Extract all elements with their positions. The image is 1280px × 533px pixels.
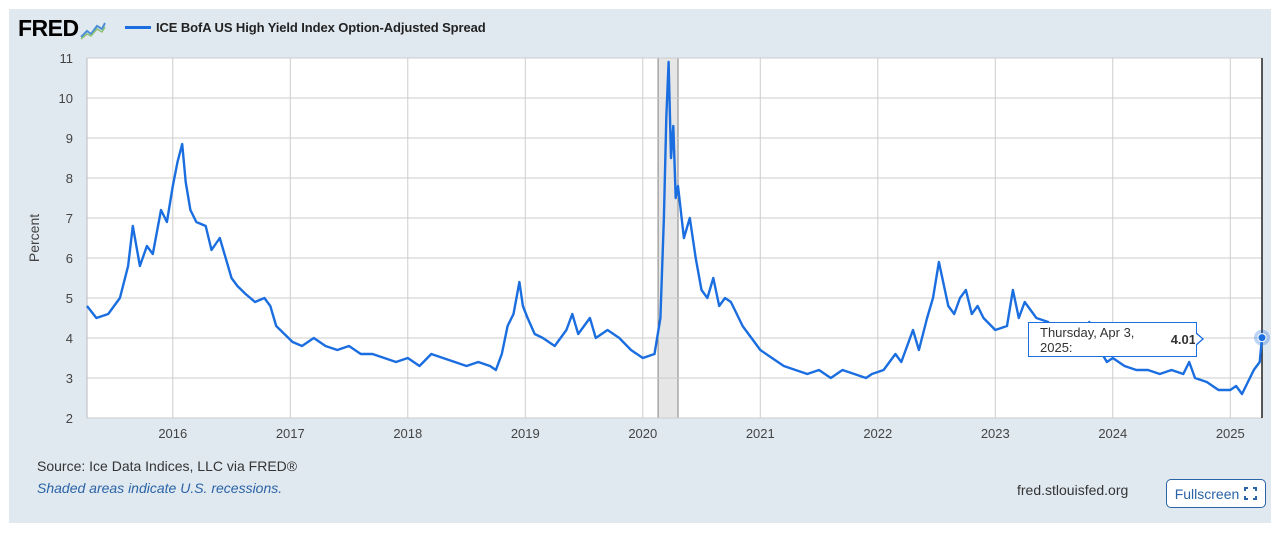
x-tick-label: 2019	[511, 426, 540, 441]
source-note: Source: Ice Data Indices, LLC via FRED®	[37, 458, 298, 474]
y-axis-label: Percent	[26, 214, 42, 262]
x-tick-label: 2025	[1216, 426, 1245, 441]
y-axis-ticks: 2 3 4 5 6 7 8 9 10 11	[59, 51, 73, 426]
recession-shading	[657, 57, 679, 419]
y-tick-label: 5	[66, 291, 73, 306]
fred-logo-text: FRED	[18, 15, 79, 41]
y-tick-label: 11	[60, 51, 74, 66]
tooltip-arrow-inner	[1195, 333, 1202, 345]
y-tick-label: 6	[66, 251, 73, 266]
site-url[interactable]: fred.stlouisfed.org	[1017, 482, 1129, 498]
y-tick-label: 9	[66, 131, 73, 146]
y-tick-label: 3	[66, 371, 73, 386]
y-tick-label: 10	[59, 91, 73, 106]
data-tooltip: Thursday, Apr 3, 2025: 4.01	[1028, 322, 1197, 357]
x-axis-ticks: 2016 2017 2018 2019 2020 2021 2022 2023 2024 2025	[158, 426, 1244, 441]
x-tick-label: 2021	[746, 426, 775, 441]
x-tick-label: 2024	[1098, 426, 1127, 441]
fullscreen-icon	[1244, 487, 1258, 500]
fullscreen-button[interactable]: Fullscreen	[1166, 479, 1266, 508]
x-tick-label: 2018	[393, 426, 422, 441]
y-tick-label: 8	[66, 171, 73, 186]
x-tick-label: 2017	[276, 426, 305, 441]
y-tick-label: 4	[66, 331, 73, 346]
y-tick-label: 2	[66, 411, 73, 426]
fullscreen-label: Fullscreen	[1174, 485, 1240, 502]
tooltip-value: 4.01	[1170, 332, 1196, 347]
hover-point	[1257, 333, 1267, 343]
fred-graph-icon	[79, 22, 106, 40]
x-tick-label: 2020	[628, 426, 657, 441]
series-legend[interactable]: ICE BofA US High Yield Index Option-Adju…	[125, 20, 486, 35]
y-tick-label: 7	[66, 211, 73, 226]
x-tick-label: 2023	[981, 426, 1010, 441]
hover-marker	[1254, 329, 1270, 346]
x-tick-label: 2016	[158, 426, 187, 441]
x-tick-label: 2022	[863, 426, 892, 441]
recession-band	[657, 57, 679, 419]
fred-logo[interactable]: FRED	[18, 17, 106, 40]
legend-swatch	[125, 26, 151, 29]
legend-label: ICE BofA US High Yield Index Option-Adju…	[156, 20, 486, 35]
recession-note: Shaded areas indicate U.S. recessions.	[37, 480, 283, 496]
tooltip-date: Thursday, Apr 3, 2025:	[1040, 324, 1135, 355]
